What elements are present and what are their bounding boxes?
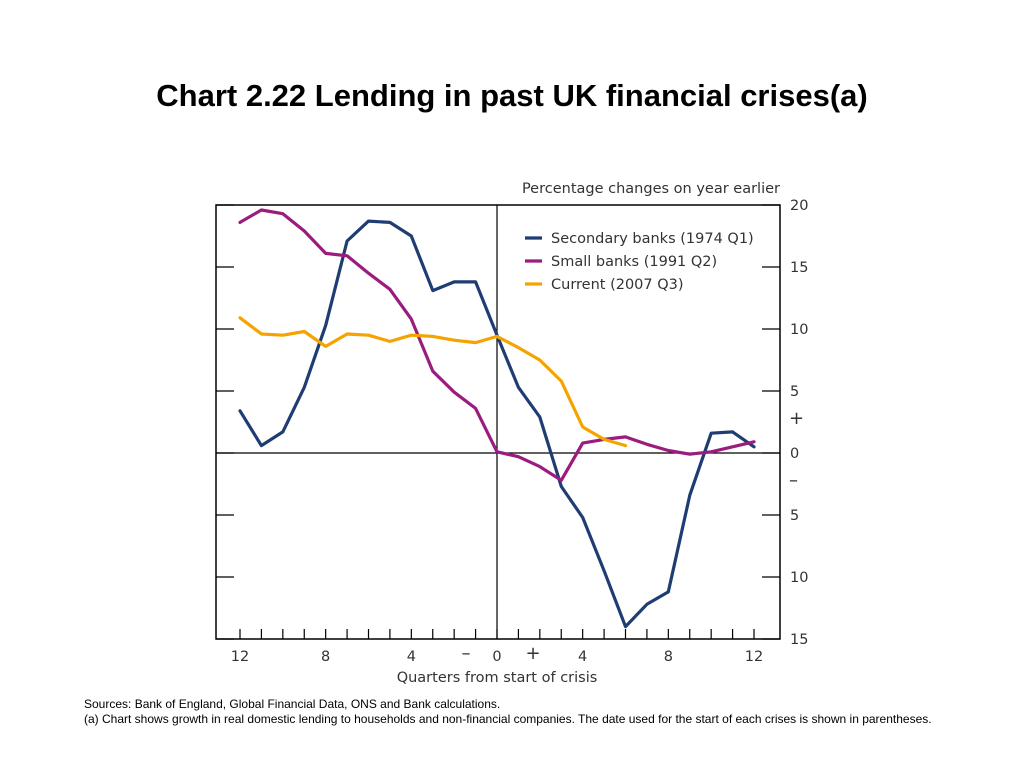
x-tick-label: 12 (231, 649, 249, 665)
plot-frame (215, 204, 781, 640)
series-lines (238, 208, 756, 629)
y-tick-label: 20 (790, 198, 808, 214)
sources-note: Sources: Bank of England, Global Financi… (84, 697, 501, 711)
y-tick-label: 15 (790, 632, 808, 648)
series-line-2 (238, 208, 756, 482)
axis-ticks (216, 204, 780, 640)
y-tick-label: 10 (790, 570, 808, 586)
x-negative-sign: – (462, 643, 471, 664)
footnotes: Sources: Bank of England, Global Financi… (84, 697, 984, 727)
x-tick-label: 8 (664, 649, 673, 665)
legend-label-3: Current (2007 Q3) (551, 277, 684, 293)
series-line-3 (238, 316, 628, 448)
x-tick-label: 8 (321, 649, 330, 665)
x-positive-sign: + (525, 643, 540, 664)
legend-label-2: Small banks (1991 Q2) (551, 254, 717, 270)
x-tick-label: 0 (492, 649, 501, 665)
x-tick-label: 4 (407, 649, 416, 665)
x-tick-label: 12 (745, 649, 763, 665)
x-axis-labels: 12 8 4 0 4 8 12 (231, 649, 763, 665)
x-axis-title: Quarters from start of crisis (397, 670, 598, 686)
y-tick-label: 5 (790, 384, 799, 400)
legend-label-1: Secondary banks (1974 Q1) (551, 231, 754, 247)
footnote-a: (a) Chart shows growth in real domestic … (84, 712, 932, 726)
y-tick-label: 10 (790, 322, 808, 338)
y-tick-label: 0 (790, 446, 799, 462)
units-label: Percentage changes on year earlier (522, 181, 780, 197)
y-positive-sign: + (789, 408, 804, 429)
y-tick-label: 15 (790, 260, 808, 276)
chart-title: Chart 2.22 Lending in past UK financial … (156, 78, 868, 113)
y-negative-sign: – (789, 470, 798, 491)
plot-border (215, 204, 781, 640)
x-tick-label: 4 (578, 649, 587, 665)
legend: Secondary banks (1974 Q1) Small banks (19… (525, 231, 754, 293)
y-axis-labels: 20 15 10 5 0 5 10 15 (790, 198, 808, 648)
y-tick-label: 5 (790, 508, 799, 524)
